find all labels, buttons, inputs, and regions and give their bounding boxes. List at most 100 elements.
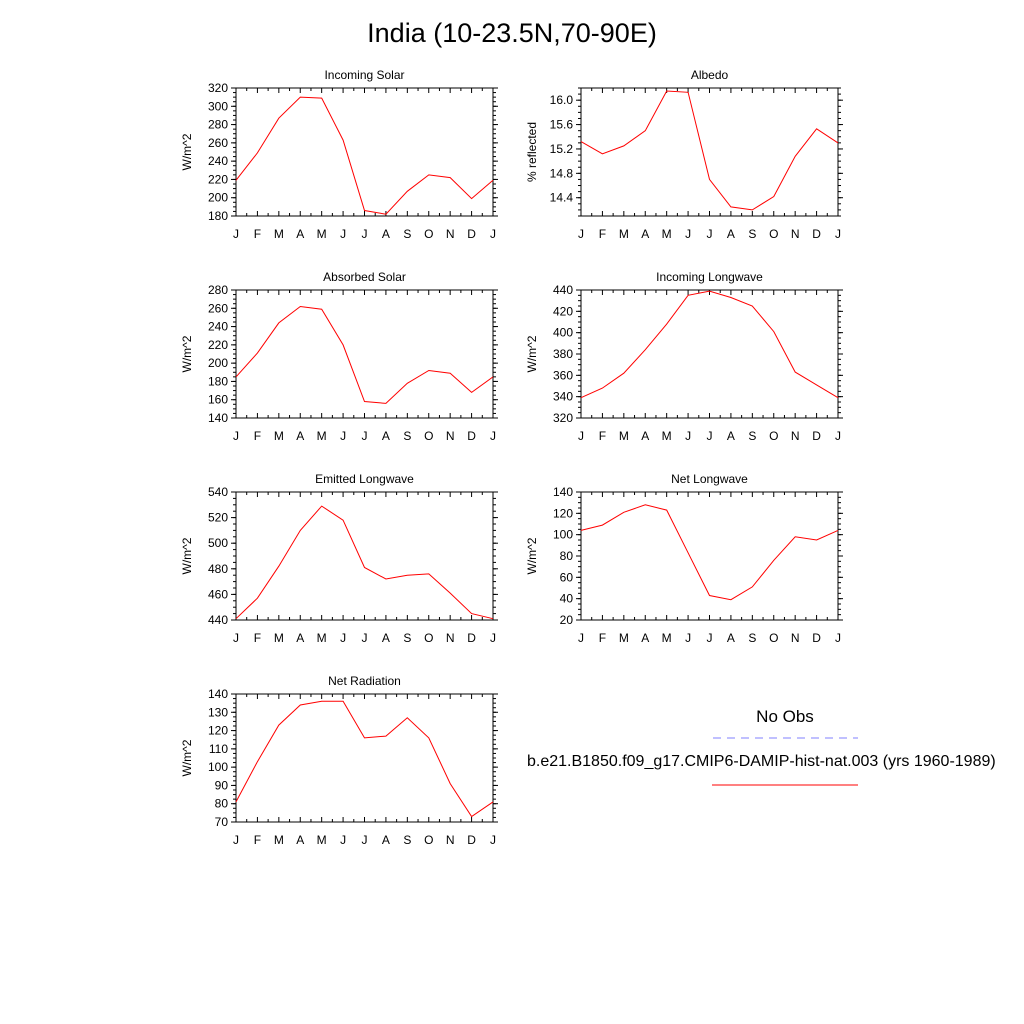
plot-frame — [580, 87, 839, 217]
y-tick-label: 300 — [208, 99, 228, 113]
x-tick-label: F — [599, 631, 606, 645]
x-tick-label: D — [812, 429, 821, 443]
x-tick-label: O — [424, 227, 433, 241]
x-tick-label: M — [619, 631, 629, 645]
legend-obs-label: No Obs — [756, 707, 814, 726]
x-tick-label: A — [296, 631, 304, 645]
x-tick-label: D — [467, 227, 476, 241]
x-tick-label: J — [707, 631, 713, 645]
plot-frame — [580, 491, 839, 621]
series-line — [235, 505, 494, 620]
x-tick-label: J — [490, 631, 496, 645]
y-tick-label: 200 — [208, 191, 228, 205]
x-tick-label: D — [467, 833, 476, 847]
x-tick-label: S — [403, 833, 411, 847]
panel-title: Incoming Solar — [324, 68, 404, 82]
x-tick-label: J — [685, 429, 691, 443]
x-tick-label: J — [835, 227, 841, 241]
y-axis-label: % reflected — [525, 122, 539, 182]
x-tick-label: A — [296, 227, 304, 241]
y-tick-label: 360 — [553, 368, 573, 382]
x-tick-label: J — [233, 429, 239, 443]
x-tick-label: N — [791, 631, 800, 645]
panel-title: Albedo — [691, 68, 729, 82]
y-tick-label: 260 — [208, 301, 228, 315]
x-tick-label: M — [274, 631, 284, 645]
y-tick-label: 100 — [553, 528, 573, 542]
panel-title: Net Longwave — [671, 472, 748, 486]
y-tick-label: 220 — [208, 338, 228, 352]
x-tick-label: O — [769, 429, 778, 443]
x-tick-label: J — [578, 631, 584, 645]
x-tick-label: N — [791, 227, 800, 241]
panel-title: Absorbed Solar — [323, 270, 406, 284]
y-tick-label: 15.2 — [550, 142, 574, 156]
y-tick-label: 320 — [553, 411, 573, 425]
x-tick-label: M — [619, 227, 629, 241]
x-tick-label: A — [296, 833, 304, 847]
panel-title: Emitted Longwave — [315, 472, 414, 486]
x-tick-label: M — [662, 631, 672, 645]
x-tick-label: J — [340, 631, 346, 645]
y-tick-label: 180 — [208, 209, 228, 223]
x-tick-label: F — [599, 227, 606, 241]
y-tick-label: 240 — [208, 154, 228, 168]
y-tick-label: 280 — [208, 283, 228, 297]
x-tick-label: M — [619, 429, 629, 443]
y-tick-label: 15.6 — [550, 118, 574, 132]
y-tick-label: 90 — [215, 778, 229, 792]
x-tick-label: J — [233, 631, 239, 645]
x-tick-label: M — [317, 429, 327, 443]
y-tick-label: 180 — [208, 374, 228, 388]
plot-frame — [235, 87, 494, 217]
x-tick-label: F — [254, 631, 261, 645]
x-tick-label: J — [340, 227, 346, 241]
y-tick-label: 420 — [553, 304, 573, 318]
y-tick-label: 16.0 — [550, 93, 574, 107]
series-line — [580, 290, 839, 399]
series-line — [580, 90, 839, 211]
x-tick-label: F — [254, 429, 261, 443]
y-tick-label: 480 — [208, 562, 228, 576]
x-tick-label: A — [641, 227, 649, 241]
x-tick-label: J — [490, 833, 496, 847]
legend-model-label: b.e21.B1850.f09_g17.CMIP6-DAMIP-hist-nat… — [527, 753, 996, 770]
x-tick-label: A — [641, 631, 649, 645]
x-tick-label: A — [382, 227, 390, 241]
x-tick-label: F — [599, 429, 606, 443]
figure-title: India (10-23.5N,70-90E) — [367, 18, 657, 48]
x-tick-label: O — [769, 227, 778, 241]
y-tick-label: 240 — [208, 320, 228, 334]
y-tick-label: 140 — [208, 411, 228, 425]
x-tick-label: N — [446, 429, 455, 443]
x-tick-label: M — [662, 227, 672, 241]
x-tick-label: A — [382, 833, 390, 847]
x-tick-label: N — [446, 227, 455, 241]
x-tick-label: N — [791, 429, 800, 443]
y-tick-label: 380 — [553, 347, 573, 361]
y-tick-label: 460 — [208, 587, 228, 601]
x-tick-label: J — [340, 429, 346, 443]
x-tick-label: J — [233, 227, 239, 241]
panel-title: Net Radiation — [328, 674, 401, 688]
y-tick-label: 160 — [208, 393, 228, 407]
x-tick-label: F — [254, 227, 261, 241]
x-tick-label: D — [812, 631, 821, 645]
x-tick-label: D — [467, 631, 476, 645]
x-tick-label: O — [769, 631, 778, 645]
x-tick-label: J — [685, 631, 691, 645]
y-axis-label: W/m^2 — [525, 335, 539, 372]
x-tick-label: A — [296, 429, 304, 443]
x-tick-label: M — [317, 227, 327, 241]
x-tick-label: N — [446, 833, 455, 847]
x-tick-label: O — [424, 833, 433, 847]
y-tick-label: 60 — [560, 570, 574, 584]
x-tick-label: S — [403, 631, 411, 645]
y-axis-label: W/m^2 — [525, 537, 539, 574]
